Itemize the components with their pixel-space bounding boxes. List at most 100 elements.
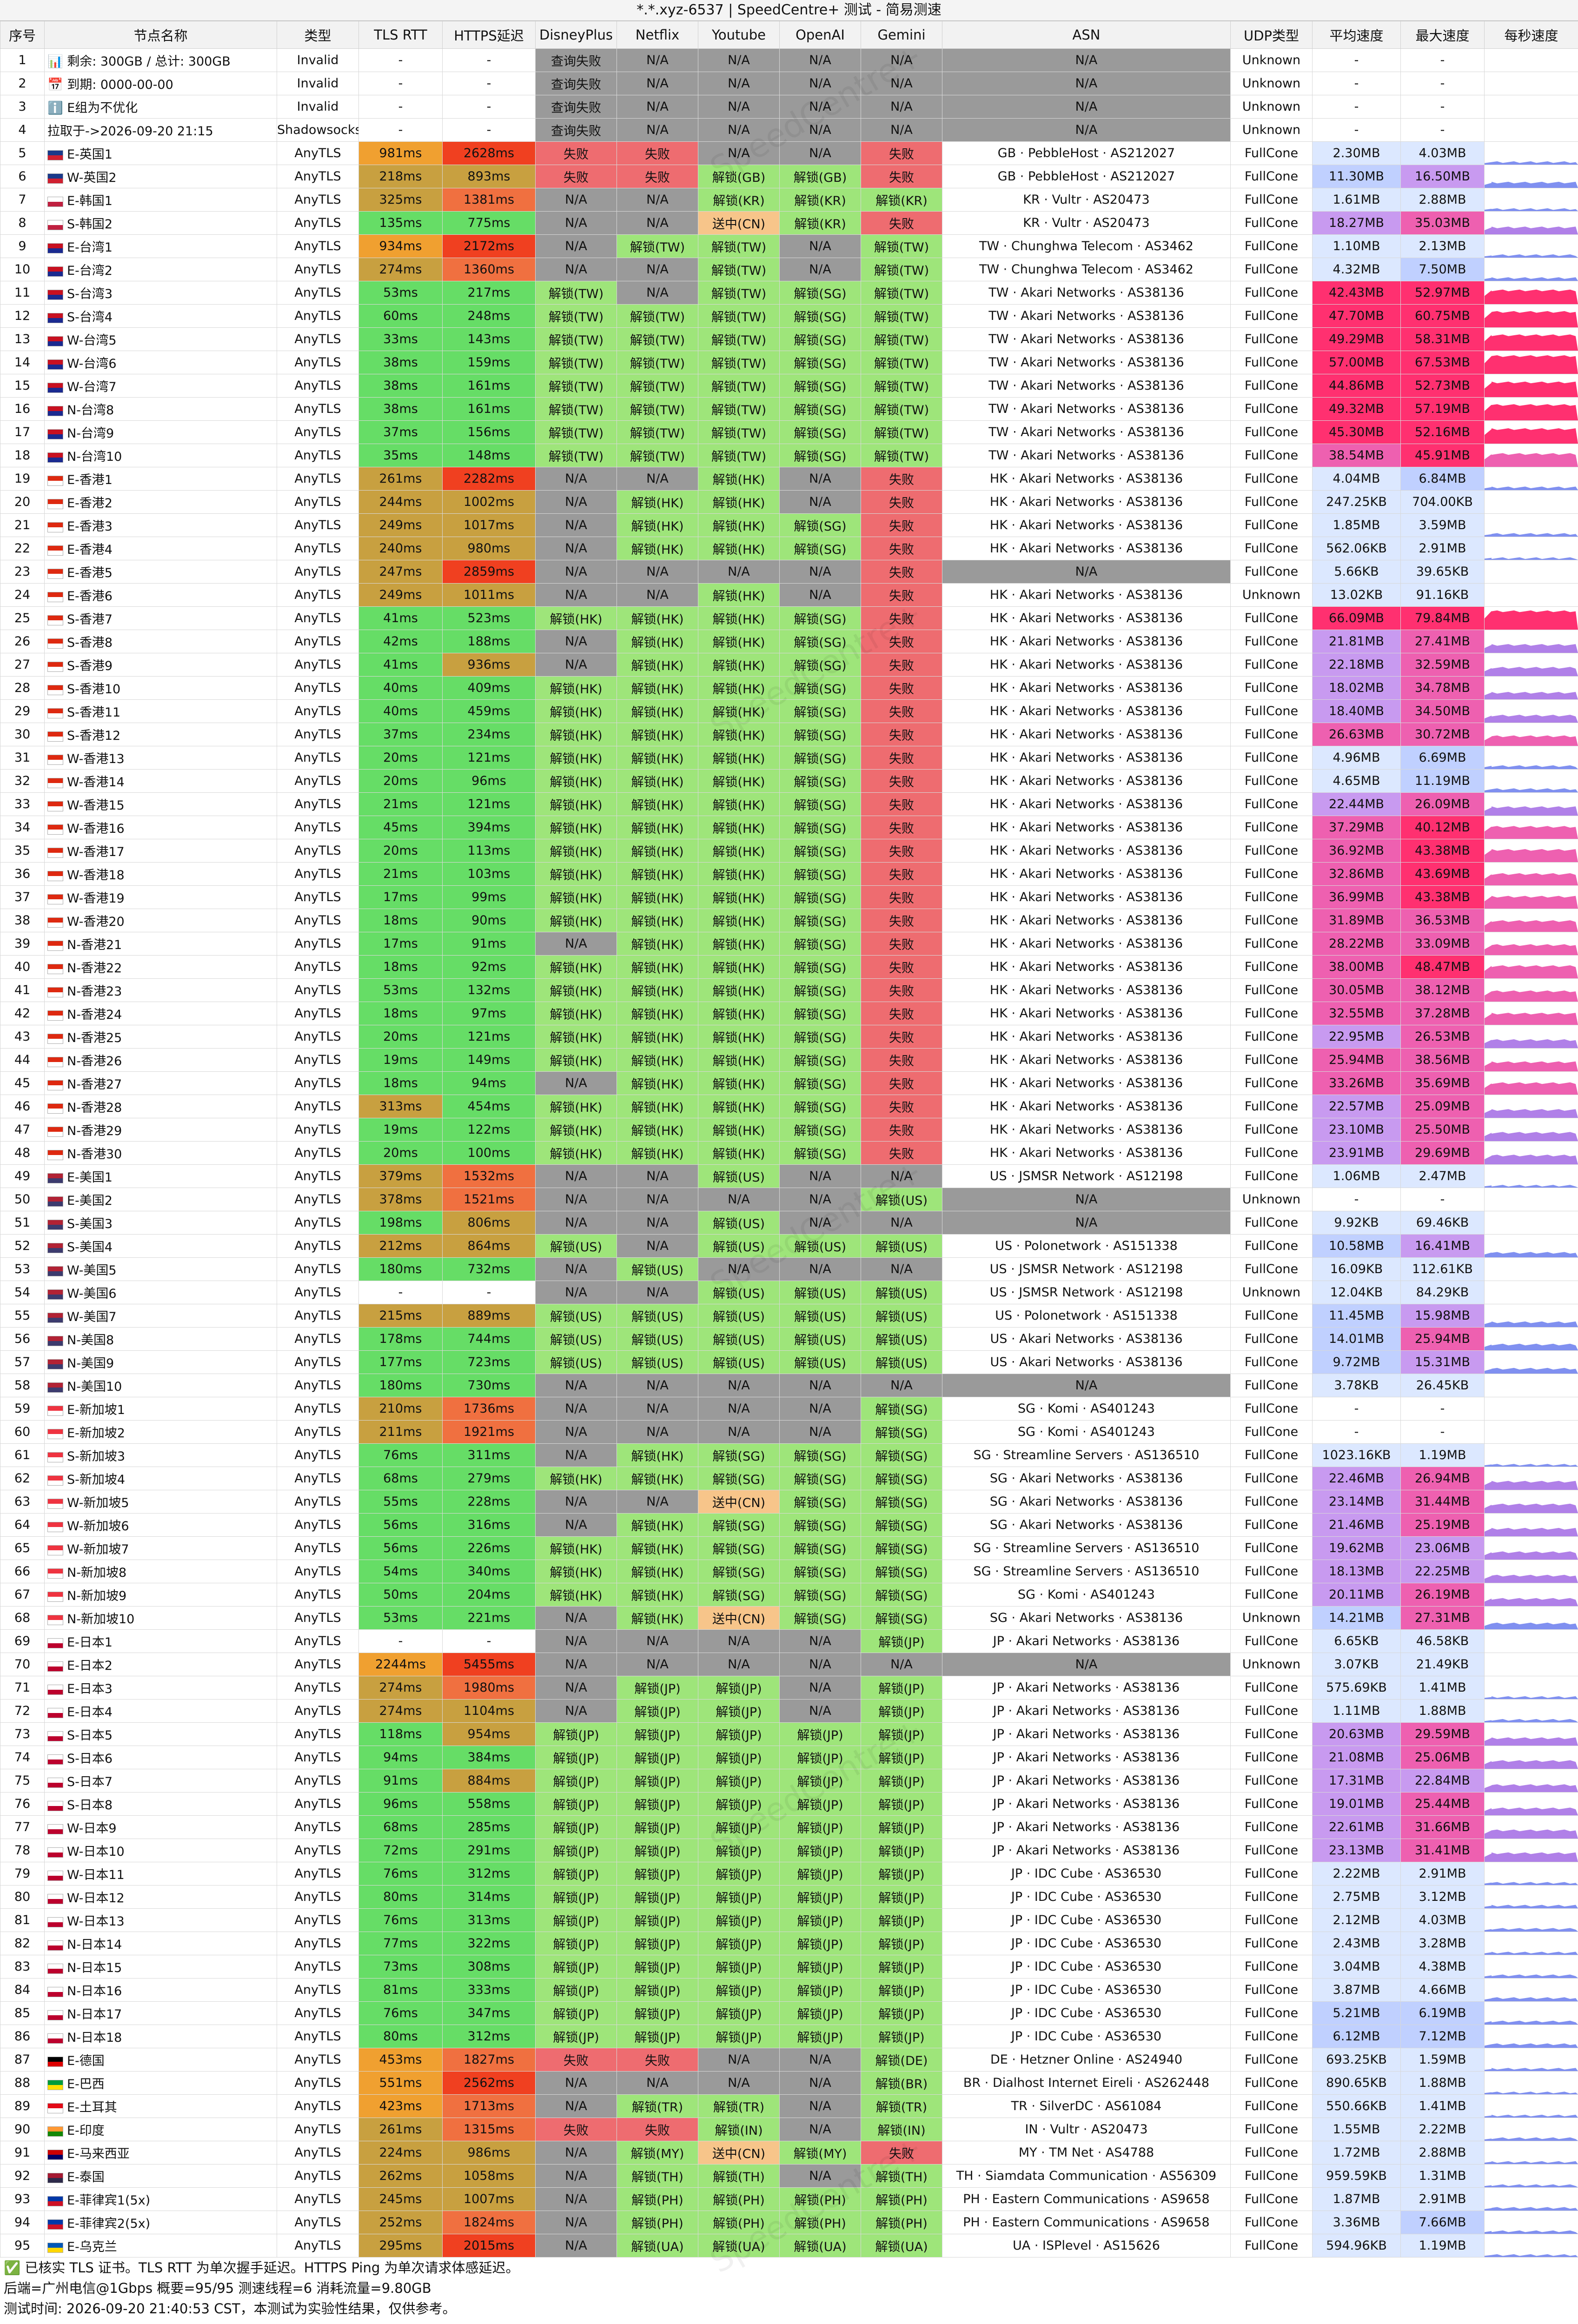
table-row[interactable]: 49 E-美国1 AnyTLS 379ms 1532ms N/A N/A 解锁(US) N/A N… — [0, 1164, 1578, 1188]
table-row[interactable]: 39 N-香港21 AnyTLS 17ms 91ms N/A 解锁(HK) 解锁(HK) 解锁(… — [0, 932, 1578, 956]
column-header[interactable]: TLS RTT — [358, 21, 443, 49]
table-row[interactable]: 66 N-新加坡8 AnyTLS 54ms 340ms 解锁(HK) 解锁(HK) 解锁(SG… — [0, 1560, 1578, 1583]
table-row[interactable]: 20 E-香港2 AnyTLS 244ms 1002ms N/A 解锁(HK) 解锁(HK) N… — [0, 490, 1578, 514]
table-row[interactable]: 60 E-新加坡2 AnyTLS 211ms 1921ms N/A N/A N/A N/A 解锁(… — [0, 1420, 1578, 1444]
table-row[interactable]: 74 S-日本6 AnyTLS 94ms 384ms 解锁(JP) 解锁(JP) 解锁(JP)… — [0, 1746, 1578, 1769]
table-row[interactable]: 4 拉取于->2026-09-20 21:15 Shadowsocks - - 查询失败 N… — [0, 118, 1578, 142]
table-row[interactable]: 86 N-日本18 AnyTLS 80ms 312ms 解锁(JP) 解锁(JP) 解锁(JP… — [0, 2025, 1578, 2048]
column-header[interactable]: OpenAI — [779, 21, 861, 49]
table-row[interactable]: 83 N-日本15 AnyTLS 73ms 308ms 解锁(JP) 解锁(JP) 解锁(JP… — [0, 1955, 1578, 1979]
table-row[interactable]: 6 W-英国2 AnyTLS 218ms 893ms 失败 失败 解锁(GB) 解锁(GB) 失败… — [0, 165, 1578, 188]
table-row[interactable]: 55 W-美国7 AnyTLS 215ms 889ms 解锁(US) 解锁(US) 解锁(US… — [0, 1304, 1578, 1328]
table-row[interactable]: 78 W-日本10 AnyTLS 72ms 291ms 解锁(JP) 解锁(JP) 解锁(JP… — [0, 1839, 1578, 1862]
table-row[interactable]: 3 ℹ️ E组为不优化 Invalid - - 查询失败 N/A N/A N/A N/A N/A Un… — [0, 95, 1578, 119]
column-header[interactable]: 平均速度 — [1312, 21, 1401, 49]
table-row[interactable]: 91 E-马来西亚 AnyTLS 224ms 986ms N/A 解锁(MY) 送中(CN) 解… — [0, 2141, 1578, 2165]
table-row[interactable]: 73 S-日本5 AnyTLS 118ms 954ms 解锁(JP) 解锁(JP) 解锁(JP… — [0, 1722, 1578, 1746]
table-row[interactable]: 24 E-香港6 AnyTLS 249ms 1011ms N/A N/A 解锁(HK) N/A 失… — [0, 583, 1578, 607]
table-row[interactable]: 9 E-台湾1 AnyTLS 934ms 2172ms N/A 解锁(TW) 解锁(TW) N/… — [0, 234, 1578, 258]
column-header[interactable]: 节点名称 — [44, 21, 277, 49]
table-row[interactable]: 35 W-香港17 AnyTLS 20ms 113ms 解锁(HK) 解锁(HK) 解锁(HK… — [0, 839, 1578, 863]
table-row[interactable]: 14 W-台湾6 AnyTLS 38ms 159ms 解锁(TW) 解锁(TW) 解锁(TW)… — [0, 351, 1578, 374]
column-header[interactable]: UDP类型 — [1230, 21, 1313, 49]
table-row[interactable]: 46 N-香港28 AnyTLS 313ms 454ms 解锁(HK) 解锁(HK) 解锁(H… — [0, 1095, 1578, 1118]
table-row[interactable]: 13 W-台湾5 AnyTLS 33ms 143ms 解锁(TW) 解锁(TW) 解锁(TW)… — [0, 327, 1578, 351]
table-row[interactable]: 50 E-美国2 AnyTLS 378ms 1521ms N/A N/A N/A N/A 解锁(U… — [0, 1188, 1578, 1211]
column-header[interactable]: Youtube — [698, 21, 780, 49]
column-header[interactable]: 每秒速度 — [1484, 21, 1578, 49]
table-row[interactable]: 41 N-香港23 AnyTLS 53ms 132ms 解锁(HK) 解锁(HK) 解锁(HK… — [0, 978, 1578, 1002]
table-row[interactable]: 95 E-乌克兰 AnyTLS 295ms 2015ms N/A 解锁(UA) 解锁(UA) 解… — [0, 2234, 1578, 2258]
table-row[interactable]: 85 N-日本17 AnyTLS 76ms 347ms 解锁(JP) 解锁(JP) 解锁(JP… — [0, 2001, 1578, 2025]
table-row[interactable]: 42 N-香港24 AnyTLS 18ms 97ms 解锁(HK) 解锁(HK) 解锁(HK)… — [0, 1002, 1578, 1025]
table-row[interactable]: 26 S-香港8 AnyTLS 42ms 188ms N/A 解锁(HK) 解锁(HK) 解锁(… — [0, 630, 1578, 653]
table-row[interactable]: 90 E-印度 AnyTLS 261ms 1315ms 失败 失败 解锁(IN) N/A 解锁(I… — [0, 2118, 1578, 2141]
table-row[interactable]: 8 S-韩国2 AnyTLS 135ms 775ms N/A N/A 送中(CN) 解锁(KR)… — [0, 211, 1578, 235]
table-row[interactable]: 10 E-台湾2 AnyTLS 274ms 1360ms N/A N/A 解锁(TW) N/A 解… — [0, 258, 1578, 281]
table-row[interactable]: 92 E-泰国 AnyTLS 262ms 1058ms N/A 解锁(TH) 解锁(TH) N/… — [0, 2164, 1578, 2188]
table-row[interactable]: 30 S-香港12 AnyTLS 37ms 234ms 解锁(HK) 解锁(HK) 解锁(HK… — [0, 723, 1578, 746]
table-row[interactable]: 47 N-香港29 AnyTLS 19ms 122ms 解锁(HK) 解锁(HK) 解锁(HK… — [0, 1118, 1578, 1142]
table-row[interactable]: 40 N-香港22 AnyTLS 18ms 92ms 解锁(HK) 解锁(HK) 解锁(HK)… — [0, 955, 1578, 979]
table-row[interactable]: 76 S-日本8 AnyTLS 96ms 558ms 解锁(JP) 解锁(JP) 解锁(JP)… — [0, 1792, 1578, 1816]
table-row[interactable]: 36 W-香港18 AnyTLS 21ms 103ms 解锁(HK) 解锁(HK) 解锁(HK… — [0, 862, 1578, 886]
table-row[interactable]: 15 W-台湾7 AnyTLS 38ms 161ms 解锁(TW) 解锁(TW) 解锁(TW)… — [0, 374, 1578, 398]
column-header[interactable]: 类型 — [277, 21, 359, 49]
table-row[interactable]: 75 S-日本7 AnyTLS 91ms 884ms 解锁(JP) 解锁(JP) 解锁(JP)… — [0, 1769, 1578, 1793]
table-row[interactable]: 22 E-香港4 AnyTLS 240ms 980ms N/A 解锁(HK) 解锁(HK) 解锁… — [0, 537, 1578, 560]
table-row[interactable]: 62 S-新加坡4 AnyTLS 68ms 279ms 解锁(HK) 解锁(HK) 解锁(SG… — [0, 1467, 1578, 1490]
table-row[interactable]: 53 W-美国5 AnyTLS 180ms 732ms N/A 解锁(US) N/A N/A N/… — [0, 1257, 1578, 1281]
table-row[interactable]: 16 N-台湾8 AnyTLS 38ms 161ms 解锁(TW) 解锁(TW) 解锁(TW)… — [0, 397, 1578, 421]
table-row[interactable]: 77 W-日本9 AnyTLS 68ms 285ms 解锁(JP) 解锁(JP) 解锁(JP)… — [0, 1815, 1578, 1839]
table-row[interactable]: 61 S-新加坡3 AnyTLS 76ms 311ms N/A 解锁(HK) 解锁(SG) 解锁… — [0, 1443, 1578, 1467]
table-row[interactable]: 45 N-香港27 AnyTLS 18ms 94ms N/A 解锁(HK) 解锁(HK) 解锁(… — [0, 1071, 1578, 1095]
table-row[interactable]: 17 N-台湾9 AnyTLS 37ms 156ms 解锁(TW) 解锁(TW) 解锁(TW)… — [0, 420, 1578, 444]
column-header[interactable]: 序号 — [0, 21, 45, 49]
table-row[interactable]: 70 E-日本2 AnyTLS 2244ms 5455ms N/A N/A N/A N/A N/A… — [0, 1653, 1578, 1676]
table-row[interactable]: 34 W-香港16 AnyTLS 45ms 394ms 解锁(HK) 解锁(HK) 解锁(HK… — [0, 816, 1578, 839]
table-row[interactable]: 44 N-香港26 AnyTLS 19ms 149ms 解锁(HK) 解锁(HK) 解锁(HK… — [0, 1048, 1578, 1072]
table-row[interactable]: 93 E-菲律宾1(5x) AnyTLS 245ms 1007ms N/A 解锁(PH) 解锁… — [0, 2187, 1578, 2211]
table-row[interactable]: 84 N-日本16 AnyTLS 81ms 333ms 解锁(JP) 解锁(JP) 解锁(JP… — [0, 1978, 1578, 2002]
table-row[interactable]: 54 W-美国6 AnyTLS - - N/A N/A 解锁(US) 解锁(US) 解锁(US) U… — [0, 1281, 1578, 1304]
table-row[interactable]: 1 📊 剩余: 300GB / 总计: 300GB Invalid - - 查询失败 N/A… — [0, 48, 1578, 72]
table-row[interactable]: 58 N-美国10 AnyTLS 180ms 730ms N/A N/A N/A N/A N/A N… — [0, 1374, 1578, 1397]
table-row[interactable]: 64 W-新加坡6 AnyTLS 56ms 316ms N/A 解锁(HK) 解锁(SG) 解锁… — [0, 1513, 1578, 1537]
table-row[interactable]: 38 W-香港20 AnyTLS 18ms 90ms 解锁(HK) 解锁(HK) 解锁(HK)… — [0, 909, 1578, 932]
table-row[interactable]: 94 E-菲律宾2(5x) AnyTLS 252ms 1824ms N/A 解锁(PH) 解锁… — [0, 2211, 1578, 2234]
column-header[interactable]: ASN — [942, 21, 1231, 49]
table-row[interactable]: 59 E-新加坡1 AnyTLS 210ms 1736ms N/A N/A N/A N/A 解锁(… — [0, 1397, 1578, 1421]
table-row[interactable]: 27 S-香港9 AnyTLS 41ms 936ms N/A 解锁(HK) 解锁(HK) 解锁(… — [0, 653, 1578, 677]
table-row[interactable]: 88 E-巴西 AnyTLS 551ms 2562ms N/A N/A N/A N/A 解锁(BR… — [0, 2071, 1578, 2095]
table-row[interactable]: 7 E-韩国1 AnyTLS 325ms 1381ms N/A N/A 解锁(KR) 解锁(KR… — [0, 188, 1578, 212]
table-row[interactable]: 33 W-香港15 AnyTLS 21ms 121ms 解锁(HK) 解锁(HK) 解锁(HK… — [0, 792, 1578, 816]
table-row[interactable]: 37 W-香港19 AnyTLS 17ms 99ms 解锁(HK) 解锁(HK) 解锁(HK)… — [0, 885, 1578, 909]
table-row[interactable]: 87 E-德国 AnyTLS 453ms 1827ms 失败 失败 N/A N/A 解锁(DE) D… — [0, 2048, 1578, 2072]
table-row[interactable]: 68 N-新加坡10 AnyTLS 53ms 221ms N/A 解锁(HK) 送中(CN) 解… — [0, 1606, 1578, 1630]
table-row[interactable]: 69 E-日本1 AnyTLS - - N/A N/A N/A N/A 解锁(JP) JP · Ak… — [0, 1629, 1578, 1653]
table-row[interactable]: 81 W-日本13 AnyTLS 76ms 313ms 解锁(JP) 解锁(JP) 解锁(JP… — [0, 1908, 1578, 1932]
table-row[interactable]: 71 E-日本3 AnyTLS 274ms 1980ms N/A 解锁(JP) 解锁(JP) N… — [0, 1676, 1578, 1700]
table-row[interactable]: 56 N-美国8 AnyTLS 178ms 744ms 解锁(US) 解锁(US) 解锁(US… — [0, 1327, 1578, 1351]
table-row[interactable]: 89 E-土耳其 AnyTLS 423ms 1713ms N/A 解锁(TR) 解锁(TR) N… — [0, 2094, 1578, 2118]
table-row[interactable]: 48 N-香港30 AnyTLS 20ms 100ms 解锁(HK) 解锁(HK) 解锁(HK… — [0, 1141, 1578, 1165]
table-row[interactable]: 63 W-新加坡5 AnyTLS 55ms 228ms N/A N/A 送中(CN) 解锁(SG… — [0, 1490, 1578, 1514]
table-row[interactable]: 19 E-香港1 AnyTLS 261ms 2282ms N/A N/A 解锁(HK) N/A 失… — [0, 467, 1578, 491]
table-row[interactable]: 2 📅 到期: 0000-00-00 Invalid - - 查询失败 N/A N/A N/A N… — [0, 72, 1578, 95]
table-row[interactable]: 25 S-香港7 AnyTLS 41ms 523ms 解锁(HK) 解锁(HK) 解锁(HK)… — [0, 606, 1578, 630]
table-row[interactable]: 31 W-香港13 AnyTLS 20ms 121ms 解锁(HK) 解锁(HK) 解锁(HK… — [0, 746, 1578, 770]
table-row[interactable]: 28 S-香港10 AnyTLS 40ms 409ms 解锁(HK) 解锁(HK) 解锁(HK… — [0, 676, 1578, 700]
table-row[interactable]: 67 N-新加坡9 AnyTLS 50ms 204ms 解锁(HK) 解锁(HK) 解锁(SG… — [0, 1583, 1578, 1607]
column-header[interactable]: HTTPS延迟 — [442, 21, 536, 49]
column-header[interactable]: 最大速度 — [1400, 21, 1485, 49]
column-header[interactable]: Gemini — [861, 21, 942, 49]
table-row[interactable]: 65 W-新加坡7 AnyTLS 56ms 226ms 解锁(HK) 解锁(HK) 解锁(SG… — [0, 1536, 1578, 1560]
table-row[interactable]: 57 N-美国9 AnyTLS 177ms 723ms 解锁(US) 解锁(US) 解锁(US… — [0, 1350, 1578, 1374]
column-header[interactable]: Netflix — [617, 21, 698, 49]
table-row[interactable]: 23 E-香港5 AnyTLS 247ms 2859ms N/A N/A N/A N/A 失败 N/… — [0, 560, 1578, 584]
table-row[interactable]: 29 S-香港11 AnyTLS 40ms 459ms 解锁(HK) 解锁(HK) 解锁(HK… — [0, 699, 1578, 723]
table-row[interactable]: 80 W-日本12 AnyTLS 80ms 314ms 解锁(JP) 解锁(JP) 解锁(JP… — [0, 1885, 1578, 1909]
table-row[interactable]: 32 W-香港14 AnyTLS 20ms 96ms 解锁(HK) 解锁(HK) 解锁(HK)… — [0, 769, 1578, 793]
table-row[interactable]: 11 S-台湾3 AnyTLS 53ms 217ms 解锁(TW) N/A 解锁(TW) 解锁(… — [0, 281, 1578, 305]
table-row[interactable]: 79 W-日本11 AnyTLS 76ms 312ms 解锁(JP) 解锁(JP) 解锁(JP… — [0, 1862, 1578, 1886]
